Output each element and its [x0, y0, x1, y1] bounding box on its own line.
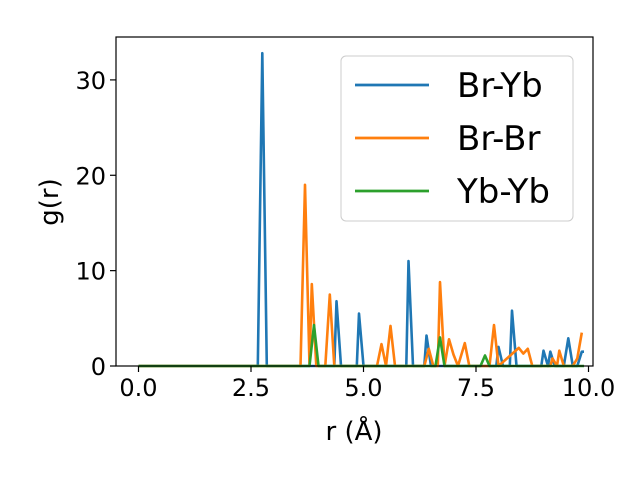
x-tick-label: 7.5	[457, 374, 495, 402]
y-tick-label: 0	[91, 353, 106, 381]
legend: Br-Yb Br-Br Yb-Yb	[340, 55, 574, 222]
x-tick-label: 10.0	[562, 374, 615, 402]
x-axis-label: r (Å)	[325, 415, 382, 447]
legend-label-yb-yb: Yb-Yb	[456, 172, 550, 212]
y-tick-label: 30	[75, 67, 106, 95]
y-axis-ticks: 0 10 20 30	[75, 67, 116, 381]
legend-label-br-yb: Br-Yb	[457, 66, 543, 106]
series-line-yb-yb	[138, 323, 584, 368]
x-axis-ticks: 0.0 2.5 5.0 7.5 10.0	[119, 366, 615, 402]
plot-frame	[115, 36, 594, 367]
x-tick-label: 2.5	[232, 374, 270, 402]
legend-label-br-br: Br-Br	[457, 119, 541, 159]
y-axis-label: g(r)	[35, 178, 65, 225]
x-tick-label: 0.0	[119, 374, 157, 402]
x-tick-label: 5.0	[344, 374, 382, 402]
y-tick-label: 20	[75, 162, 106, 190]
y-tick-label: 10	[75, 258, 106, 286]
legend-box	[340, 55, 574, 222]
series-line-br-br	[138, 183, 584, 368]
